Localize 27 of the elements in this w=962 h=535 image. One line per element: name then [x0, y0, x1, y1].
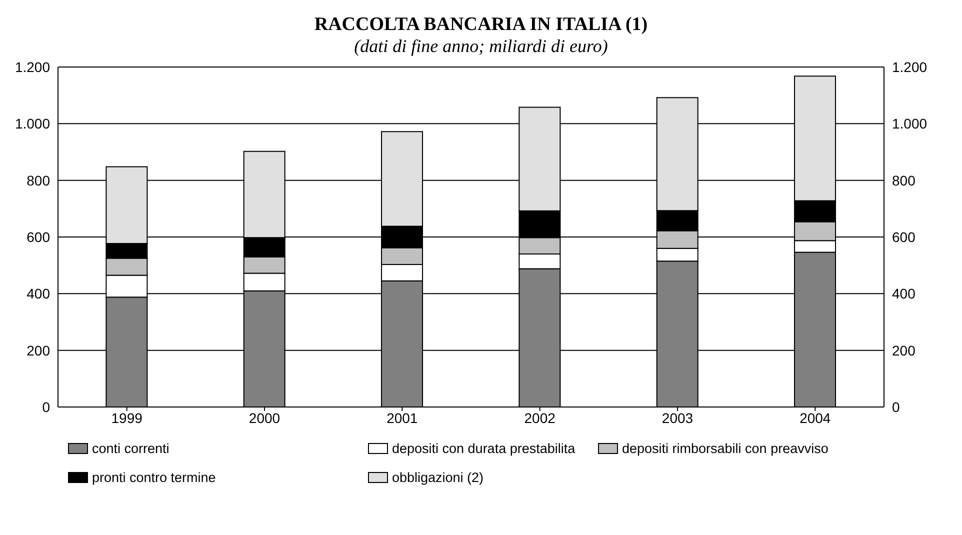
x-tick-label: 2001 [386, 410, 418, 426]
y2-tick-label: 800 [892, 172, 916, 188]
y2-tick-label: 200 [892, 342, 916, 358]
x-tick-label: 2000 [248, 410, 280, 426]
x-tick-label: 2004 [800, 410, 831, 426]
y-tick-label: 200 [26, 342, 50, 358]
legend-label: depositi con durata prestabilita [392, 441, 576, 456]
y2-tick-label: 1.200 [892, 58, 928, 75]
x-tick-label: 1999 [111, 410, 143, 426]
y-tick-label: 0 [42, 398, 50, 415]
y-tick-label: 800 [26, 172, 50, 188]
y-tick-label: 400 [26, 286, 50, 302]
chart-title: RACCOLTA BANCARIA IN ITALIA (1) [313, 14, 649, 36]
chart-subtitle: (dati di fine anno; miliardi di euro) [353, 36, 609, 57]
y-tick-label: 600 [26, 228, 50, 245]
x-tick-label: 2002 [524, 410, 556, 426]
legend-label: obbligazioni (2) [392, 470, 484, 485]
x-tick-label: 2003 [662, 410, 694, 426]
y2-tick-label: 0 [892, 398, 900, 415]
legend-label: conti correnti [92, 441, 170, 456]
y2-tick-label: 400 [892, 286, 916, 302]
legend-label: depositi rimborsabili con preavviso [622, 441, 828, 456]
y2-tick-label: 1.000 [892, 116, 928, 132]
y-tick-label: 1.200 [14, 58, 50, 75]
legend-label: pronti contro termine [92, 470, 216, 485]
y-tick-label: 1.000 [14, 116, 50, 132]
y2-tick-label: 600 [892, 228, 916, 245]
